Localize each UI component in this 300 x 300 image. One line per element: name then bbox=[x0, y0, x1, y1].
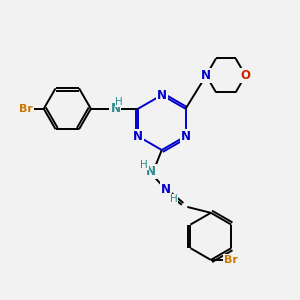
Text: N: N bbox=[146, 165, 156, 178]
Text: Br: Br bbox=[19, 104, 33, 114]
Text: N: N bbox=[201, 69, 211, 82]
Text: H: H bbox=[116, 97, 123, 107]
Text: N: N bbox=[181, 130, 190, 143]
Text: N: N bbox=[161, 183, 171, 196]
Text: Br: Br bbox=[224, 255, 237, 265]
Text: H: H bbox=[170, 194, 177, 204]
Text: O: O bbox=[240, 69, 250, 82]
Text: N: N bbox=[133, 130, 143, 143]
Text: H: H bbox=[140, 160, 148, 170]
Text: N: N bbox=[157, 88, 167, 101]
Text: N: N bbox=[110, 102, 120, 115]
